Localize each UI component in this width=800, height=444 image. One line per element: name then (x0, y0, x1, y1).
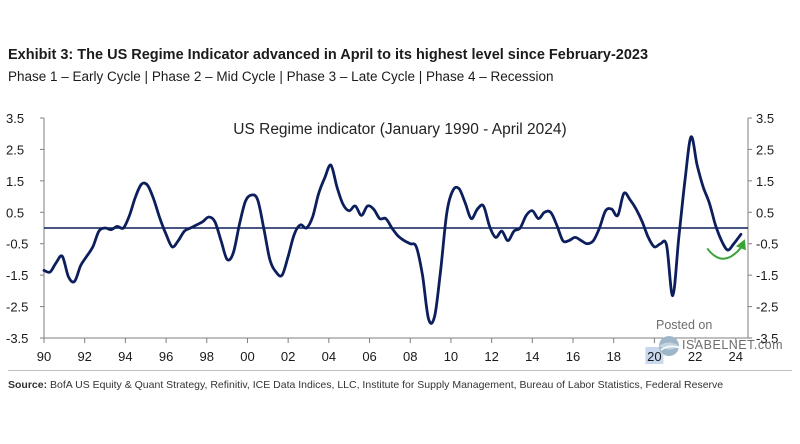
series-line-regime-indicator (42, 135, 743, 325)
exhibit-subtitle: Phase 1 – Early Cycle | Phase 2 – Mid Cy… (8, 69, 554, 84)
y-tick-label-left: -1.5 (6, 268, 28, 283)
green-arrow-head (735, 239, 746, 251)
y-tick-label-right: 1.5 (756, 174, 774, 189)
source-text: BofA US Equity & Quant Strategy, Refinit… (50, 379, 724, 391)
x-tick-highlight (645, 347, 664, 364)
x-tick-label: 12 (484, 349, 498, 364)
y-tick-label-right: -1.5 (756, 268, 778, 283)
y-tick-label-right: 2.5 (756, 142, 774, 157)
x-tick-label: 22 (688, 349, 702, 364)
x-tick-label: 10 (444, 349, 458, 364)
source-label: Source: (8, 379, 48, 391)
y-tick-label-right: 3.5 (756, 111, 774, 126)
y-tick-label-left: -3.5 (6, 331, 28, 346)
y-tick-label-left: 2.5 (6, 142, 24, 157)
x-tick-label: 98 (200, 349, 214, 364)
y-tick-label-left: -0.5 (6, 237, 28, 252)
top-bar (0, 0, 800, 30)
y-tick-label-right: -0.5 (756, 237, 778, 252)
x-tick-label: 02 (281, 349, 295, 364)
x-tick-label: 24 (729, 349, 743, 364)
x-tick-label: 16 (566, 349, 580, 364)
top-rule (8, 44, 792, 45)
x-tick-label: 06 (362, 349, 376, 364)
green-arrow-path (706, 244, 744, 260)
y-tick-label-left: 1.5 (6, 174, 24, 189)
x-tick-label: 94 (118, 349, 132, 364)
x-tick-label: 04 (322, 349, 336, 364)
y-tick-label-right: 0.5 (756, 205, 774, 220)
y-tick-label-left: -2.5 (6, 300, 28, 315)
x-tick-label: 92 (77, 349, 91, 364)
y-tick-label-right: -3.5 (756, 331, 778, 346)
bottom-rule (8, 370, 792, 371)
watermark-posted: Posted on (656, 318, 713, 332)
x-tick-label: 00 (240, 349, 254, 364)
x-tick-label: 20 (647, 349, 661, 364)
y-tick-label-left: 0.5 (6, 205, 24, 220)
y-tick-label-left: 3.5 (6, 111, 24, 126)
x-tick-label: 18 (606, 349, 620, 364)
watermark-site: ISABELNET.com (682, 338, 783, 352)
x-tick-label: 96 (159, 349, 173, 364)
x-tick-label: 08 (403, 349, 417, 364)
source-note: Source: BofA US Equity & Quant Strategy,… (8, 379, 723, 391)
y-tick-label-right: -2.5 (756, 300, 778, 315)
globe-icon (659, 336, 681, 356)
x-tick-label: 90 (37, 349, 51, 364)
x-tick-label: 14 (525, 349, 539, 364)
exhibit-title: Exhibit 3: The US Regime Indicator advan… (8, 47, 649, 63)
chart-title: US Regime indicator (January 1990 - Apri… (233, 121, 566, 138)
